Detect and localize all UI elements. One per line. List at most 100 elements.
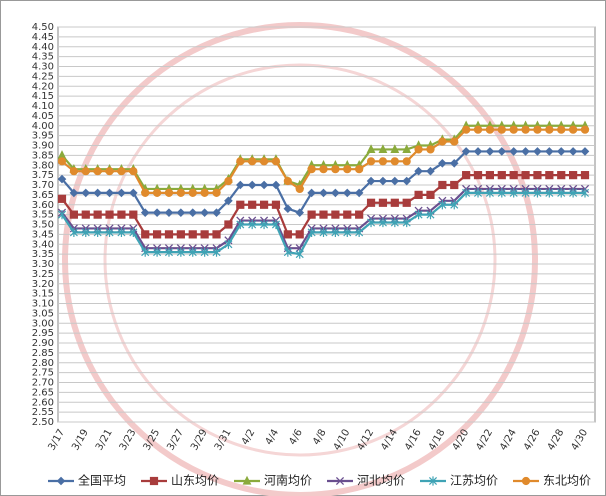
marker xyxy=(69,167,78,176)
marker xyxy=(462,171,471,180)
marker xyxy=(438,137,447,146)
marker xyxy=(545,188,554,198)
marker xyxy=(283,230,292,239)
marker xyxy=(545,147,554,156)
marker xyxy=(57,157,67,166)
marker xyxy=(438,200,447,210)
marker xyxy=(378,176,388,186)
marker xyxy=(355,165,364,174)
marker xyxy=(390,217,399,228)
y-tick-label: 4.20 xyxy=(32,81,54,92)
marker xyxy=(259,200,269,209)
marker xyxy=(153,247,162,257)
marker xyxy=(414,210,423,220)
marker xyxy=(342,188,352,198)
marker xyxy=(188,208,198,217)
y-tick-label: 2.55 xyxy=(32,407,54,418)
y-tick-label: 3.15 xyxy=(32,289,54,300)
marker xyxy=(259,180,269,190)
marker xyxy=(378,198,388,207)
marker xyxy=(188,188,197,197)
marker xyxy=(509,125,518,134)
marker xyxy=(355,210,364,219)
marker xyxy=(56,476,66,486)
marker xyxy=(509,171,518,180)
marker xyxy=(521,147,530,156)
marker xyxy=(57,174,67,184)
marker xyxy=(271,219,280,230)
marker xyxy=(152,230,162,239)
y-tick-label: 3.35 xyxy=(32,249,54,260)
y-tick-label: 3.20 xyxy=(32,279,54,290)
marker xyxy=(117,167,126,176)
marker xyxy=(307,165,316,174)
y-tick-label: 4.50 xyxy=(32,22,54,33)
marker xyxy=(57,194,67,203)
marker xyxy=(556,147,566,156)
marker xyxy=(557,188,566,198)
marker xyxy=(485,147,495,156)
marker xyxy=(307,188,316,198)
y-tick-label: 3.80 xyxy=(32,160,54,171)
marker xyxy=(580,147,590,156)
marker xyxy=(319,188,328,198)
marker xyxy=(438,158,447,168)
marker xyxy=(81,210,90,219)
marker xyxy=(129,188,138,198)
marker xyxy=(426,145,435,154)
marker xyxy=(283,176,292,186)
marker xyxy=(335,476,345,486)
marker xyxy=(533,125,542,134)
marker xyxy=(224,220,233,229)
marker xyxy=(93,167,102,176)
marker xyxy=(497,125,506,134)
marker xyxy=(509,147,518,156)
y-tick-label: 4.00 xyxy=(32,121,54,132)
marker xyxy=(366,144,376,154)
marker xyxy=(152,208,162,217)
marker xyxy=(295,249,304,259)
marker xyxy=(248,157,257,166)
y-tick-label: 2.80 xyxy=(32,358,54,369)
marker xyxy=(248,219,257,230)
legend-label: 河南均价 xyxy=(264,473,312,488)
marker xyxy=(248,200,257,209)
y-tick-label: 2.60 xyxy=(32,397,54,408)
y-tick-label: 3.95 xyxy=(32,131,54,142)
y-tick-label: 4.05 xyxy=(32,111,54,122)
marker xyxy=(271,200,281,209)
marker xyxy=(580,171,590,180)
marker xyxy=(200,230,209,239)
y-tick-label: 2.70 xyxy=(32,378,54,389)
y-tick-label: 3.50 xyxy=(32,220,54,231)
marker xyxy=(343,210,352,219)
marker xyxy=(545,125,554,134)
legend-label: 河北均价 xyxy=(357,474,405,488)
marker xyxy=(295,230,304,239)
marker xyxy=(105,188,114,198)
y-tick-label: 4.15 xyxy=(32,91,54,102)
marker xyxy=(57,210,67,220)
marker xyxy=(164,230,174,239)
marker xyxy=(188,247,197,257)
marker xyxy=(69,227,78,237)
marker xyxy=(307,210,316,219)
marker xyxy=(366,176,376,186)
legend-label: 东北均价 xyxy=(543,474,591,488)
marker xyxy=(164,188,174,197)
marker xyxy=(105,227,114,237)
marker xyxy=(212,230,221,239)
marker xyxy=(366,198,376,207)
y-tick-label: 3.75 xyxy=(32,170,54,181)
marker xyxy=(355,227,364,237)
marker xyxy=(319,227,328,237)
marker xyxy=(497,188,506,198)
marker xyxy=(557,125,566,134)
marker xyxy=(580,188,590,198)
marker xyxy=(402,217,411,228)
y-tick-label: 4.35 xyxy=(32,52,54,63)
y-tick-label: 4.40 xyxy=(32,42,54,53)
y-tick-label: 3.25 xyxy=(32,269,54,280)
marker xyxy=(176,230,185,239)
